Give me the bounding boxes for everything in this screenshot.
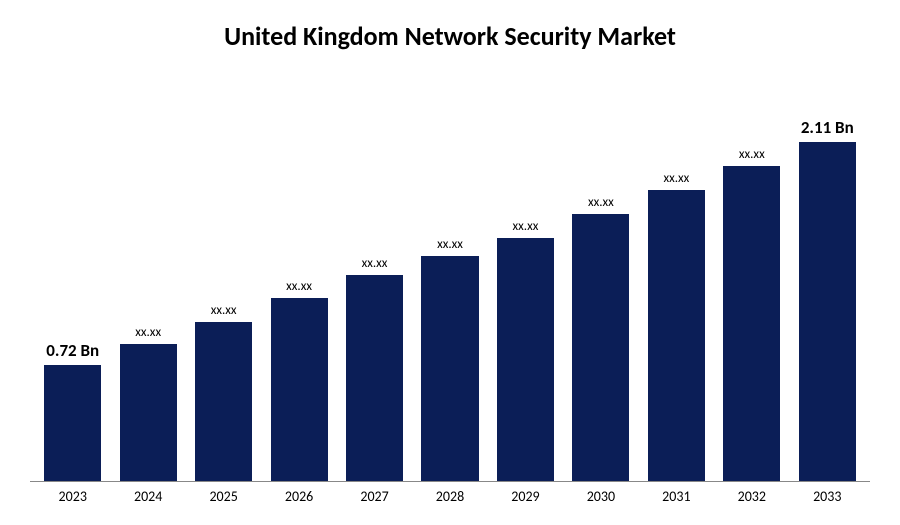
bar-value-label: xx.xx (663, 171, 689, 186)
xaxis-label: 2033 (792, 488, 863, 505)
bar-value-label: 0.72 Bn (46, 340, 99, 361)
xaxis-label: 2030 (565, 488, 636, 505)
xaxis-label: 2024 (112, 488, 183, 505)
bar-slot: xx.xx (641, 82, 712, 481)
bar-slot: xx.xx (716, 82, 787, 481)
bar-slot: xx.xx (188, 82, 259, 481)
xaxis-label: 2029 (490, 488, 561, 505)
xaxis-label: 2027 (339, 488, 410, 505)
bar (497, 238, 554, 481)
xaxis-label: 2028 (414, 488, 485, 505)
chart-area: 0.72 Bn xx.xx xx.xx xx.xx xx.xx xx.xx xx.xx xx.… (30, 82, 870, 505)
bar-slot: xx.xx (414, 82, 485, 481)
bar-slot: 0.72 Bn (37, 82, 108, 481)
xaxis-label: 2025 (188, 488, 259, 505)
xaxis-label: 2032 (716, 488, 787, 505)
bar (120, 344, 177, 481)
bar-value-label: xx.xx (211, 303, 237, 318)
chart-title: United Kingdom Network Security Market (30, 20, 870, 52)
bar-value-label: xx.xx (739, 147, 765, 162)
bar-value-label: xx.xx (588, 195, 614, 210)
bar-slot: xx.xx (263, 82, 334, 481)
bar (271, 298, 328, 481)
bar-value-label: xx.xx (135, 325, 161, 340)
bar-value-label: xx.xx (437, 237, 463, 252)
bar (572, 214, 629, 481)
bar-value-label: xx.xx (362, 256, 388, 271)
bar-value-label: 2.11 Bn (801, 117, 854, 138)
bar (195, 322, 252, 481)
bar (44, 365, 101, 481)
bar (346, 275, 403, 481)
bar-value-label: xx.xx (513, 219, 539, 234)
bar-slot: 2.11 Bn (792, 82, 863, 481)
bar-slot: xx.xx (112, 82, 183, 481)
xaxis-label: 2023 (37, 488, 108, 505)
bar-slot: xx.xx (339, 82, 410, 481)
bar-slot: xx.xx (565, 82, 636, 481)
xaxis-row: 20232024 20252026 20272028 20292030 20312032… (30, 488, 870, 505)
xaxis-label: 2031 (641, 488, 712, 505)
bar (799, 142, 856, 481)
bar (421, 256, 478, 481)
chart-container: United Kingdom Network Security Market 0… (0, 0, 900, 525)
bar (648, 190, 705, 481)
xaxis-label: 2026 (263, 488, 334, 505)
bars-row: 0.72 Bn xx.xx xx.xx xx.xx xx.xx xx.xx xx.xx xx.… (30, 82, 870, 482)
bar (723, 166, 780, 481)
bar-slot: xx.xx (490, 82, 561, 481)
bar-value-label: xx.xx (286, 279, 312, 294)
